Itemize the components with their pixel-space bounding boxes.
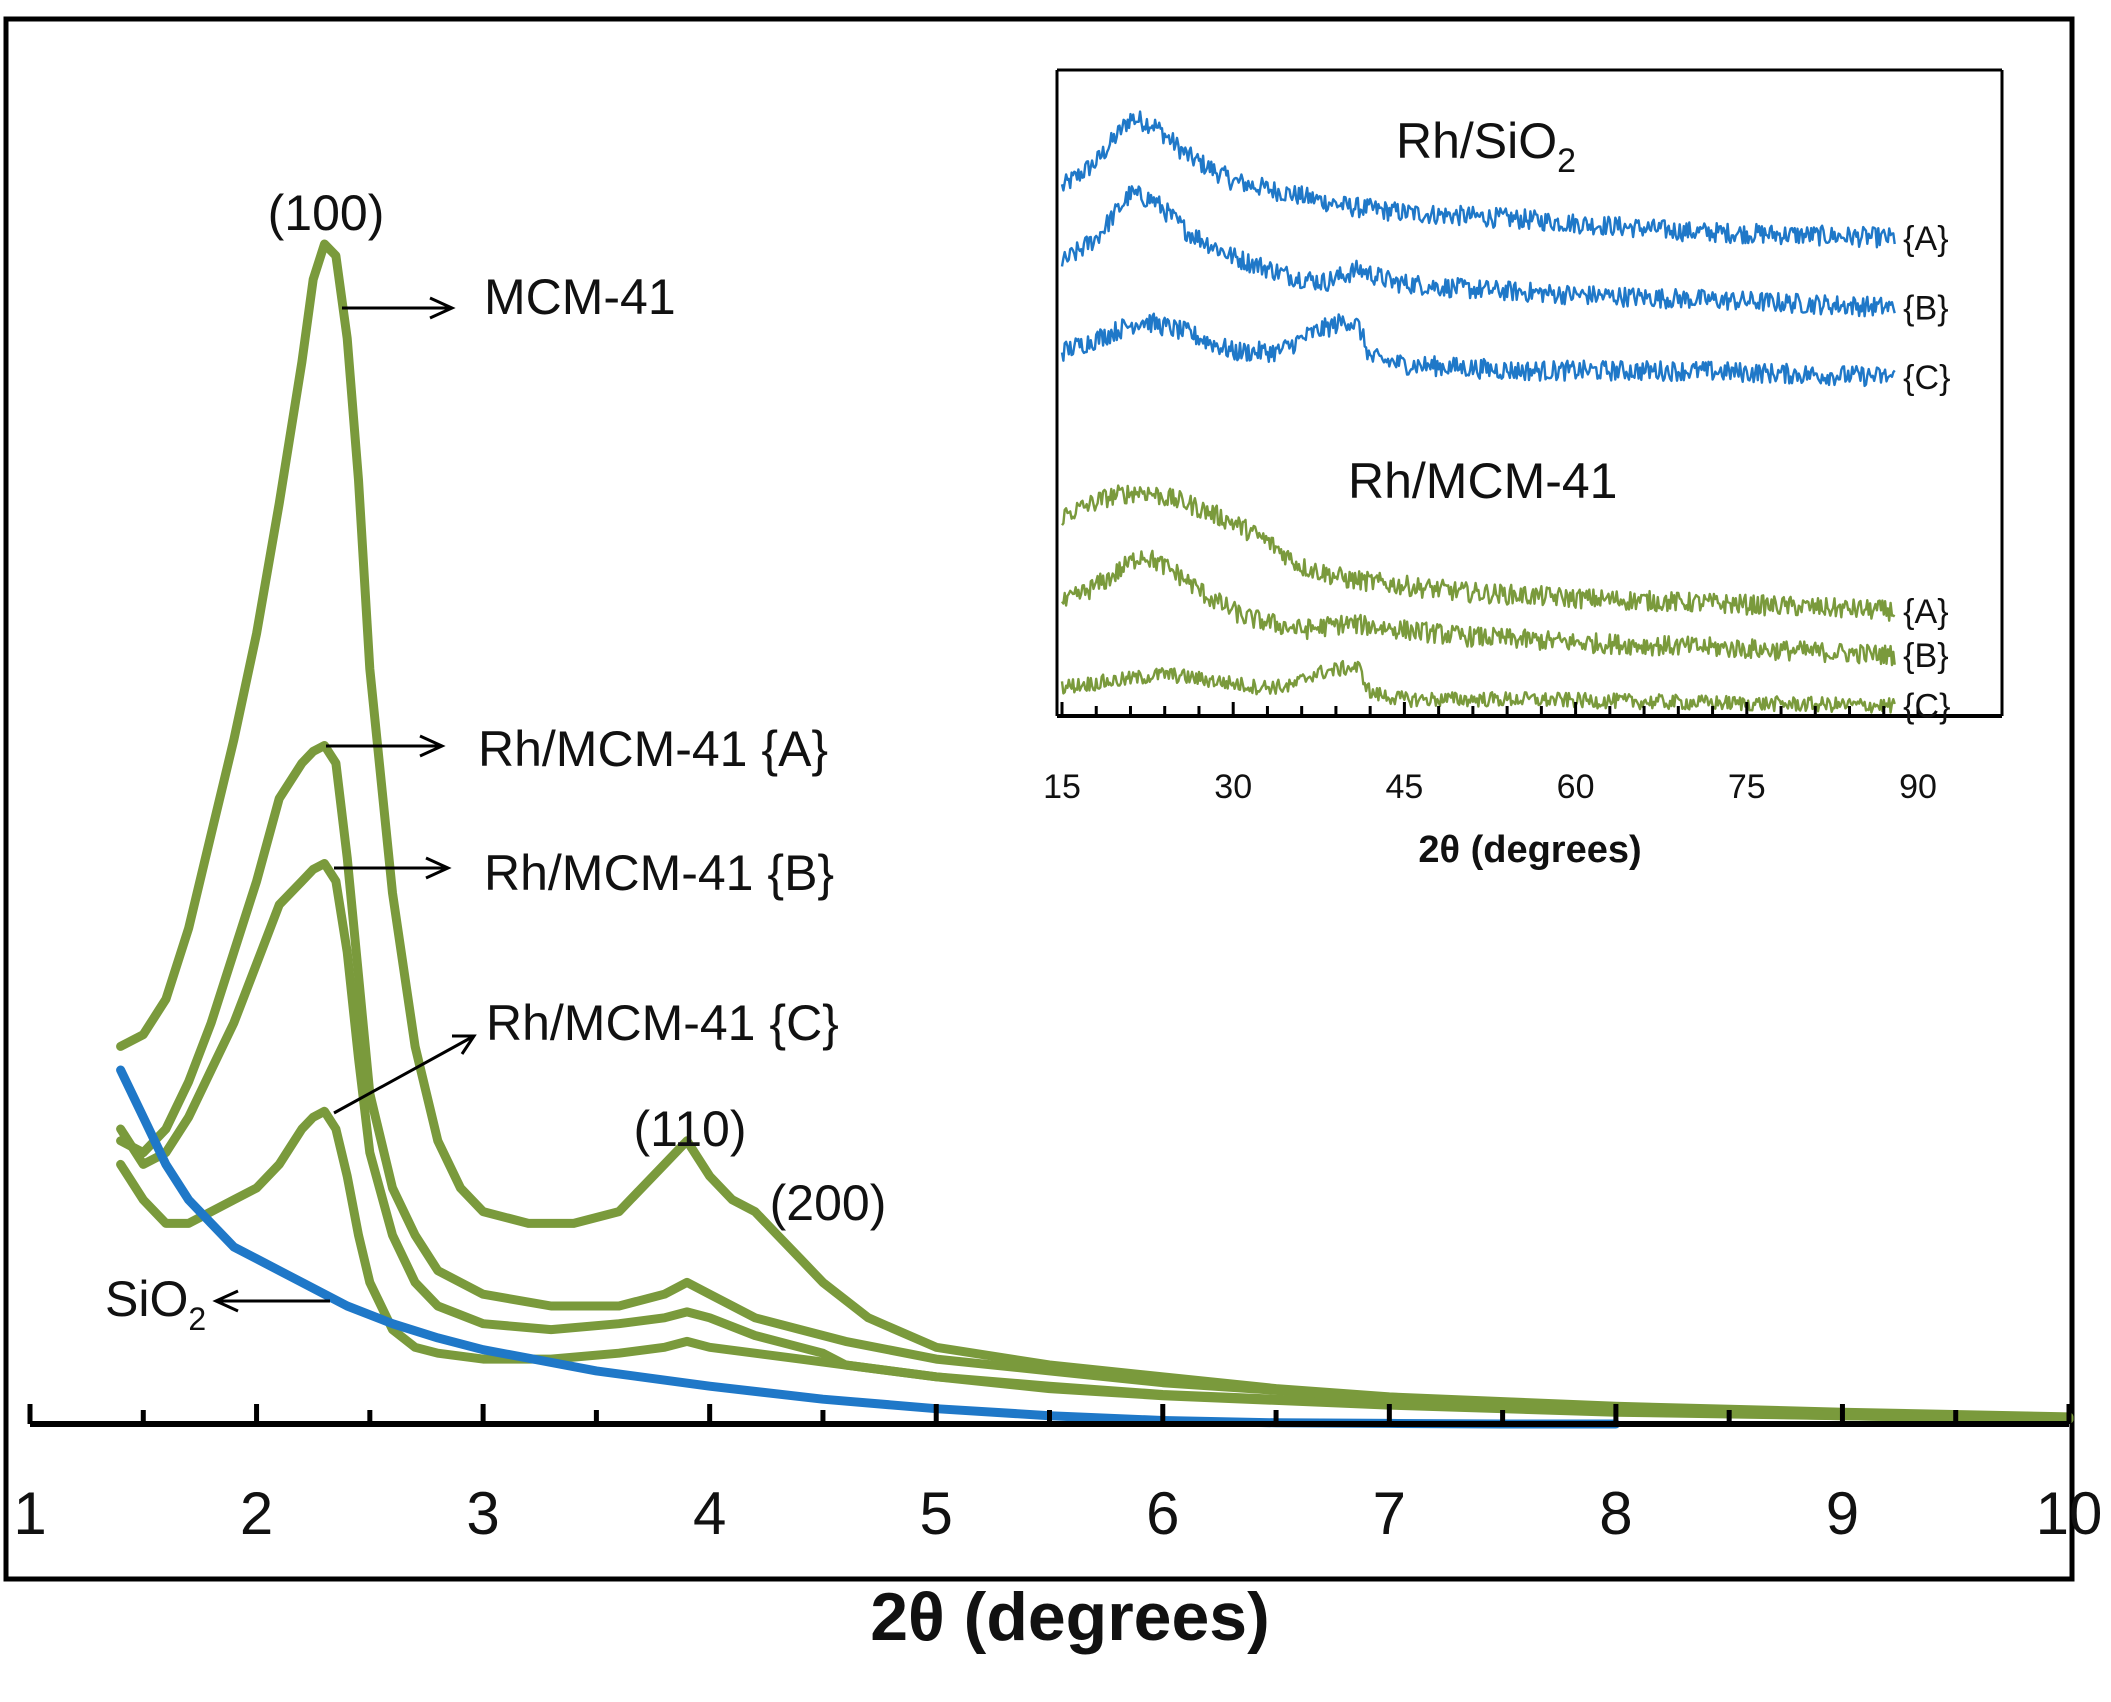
arrow-rh-mcm41-b xyxy=(334,856,452,880)
inset-x-ticks xyxy=(1060,702,1920,716)
x-tick-label-3: 3 xyxy=(466,1480,499,1547)
x-axis-ticks xyxy=(27,1404,2072,1424)
chart-border xyxy=(3,16,2075,1582)
label-rh-mcm41-b: Rh/MCM-41 {B} xyxy=(484,845,834,901)
x-tick-label-9: 9 xyxy=(1826,1480,1859,1547)
inset-series-line-rh-sio2-a xyxy=(1060,110,1896,249)
inset-x-tick-label-45: 45 xyxy=(1385,768,1423,806)
x-tick-label-4: 4 xyxy=(693,1480,726,1547)
inset-series-line-rh-mcm-41-b xyxy=(1061,549,1896,667)
label-rh-mcm41-c: Rh/MCM-41 {C} xyxy=(486,995,839,1051)
series-line-rh-mcm-41-a xyxy=(116,741,2074,1423)
x-tick-label-7: 7 xyxy=(1373,1480,1406,1547)
peak-label-100: (100) xyxy=(268,185,385,241)
x-tick-label-1: 1 xyxy=(13,1480,46,1547)
arrow-sio2 xyxy=(212,1289,330,1313)
inset-series-line-rh-sio2-b xyxy=(1060,185,1896,318)
inset-series-labels: {A} {B} {C} {A} {B} {C} xyxy=(1903,220,1950,726)
inset-series-label-rh-mcm-41-c: {C} xyxy=(1903,688,1950,726)
inset-series-label-rh-sio2-a: {A} xyxy=(1903,220,1948,258)
arrow-rh-mcm41-c xyxy=(333,1034,477,1115)
main-plot: 1 2 3 4 5 6 7 8 9 10 2θ (degrees) (100) (110) (20… xyxy=(13,185,2102,1655)
inset-x-tick-label-90: 90 xyxy=(1899,768,1937,806)
arrow-mcm41 xyxy=(342,296,456,320)
label-rh-mcm41-a: Rh/MCM-41 {A} xyxy=(478,721,828,777)
inset-x-tick-label-30: 30 xyxy=(1214,768,1252,806)
x-tick-label-2: 2 xyxy=(240,1480,273,1547)
inset-series-group xyxy=(1060,110,1896,714)
x-tick-label-6: 6 xyxy=(1146,1480,1179,1547)
main-series-group xyxy=(116,239,2074,1429)
inset-x-axis-title: 2θ (degrees) xyxy=(1418,829,1641,871)
x-axis-tick-labels: 1 2 3 4 5 6 7 8 9 10 xyxy=(13,1480,2102,1547)
inset-series-label-rh-sio2-c: {C} xyxy=(1903,359,1950,397)
x-axis-title: 2θ (degrees) xyxy=(870,1579,1270,1655)
inset-group-label-rh-sio2: Rh/SiO2 xyxy=(1396,113,1576,180)
label-sio2: SiO2 xyxy=(105,1271,206,1337)
inset-x-tick-labels: 15 30 45 60 75 90 xyxy=(1043,768,1937,806)
inset-plot: 15 30 45 60 75 90 {A} {B} {C} {A} {B} {C} 2θ (degr… xyxy=(1043,68,2004,871)
x-tick-label-10: 10 xyxy=(2036,1480,2103,1547)
arrow-rh-mcm41-a xyxy=(326,734,446,758)
inset-series-label-rh-mcm-41-b: {B} xyxy=(1903,637,1948,675)
inset-x-tick-label-75: 75 xyxy=(1728,768,1766,806)
inset-group-label-rh-mcm41: Rh/MCM-41 xyxy=(1348,453,1617,509)
inset-series-label-rh-sio2-b: {B} xyxy=(1903,290,1948,328)
inset-x-tick-label-60: 60 xyxy=(1557,768,1595,806)
inset-series-line-rh-sio2-c xyxy=(1060,312,1896,388)
inset-series-line-rh-mcm-41-c xyxy=(1060,659,1896,714)
x-tick-label-5: 5 xyxy=(920,1480,953,1547)
x-tick-label-8: 8 xyxy=(1599,1480,1632,1547)
series-line-rh-mcm-41-b xyxy=(116,859,2074,1424)
inset-series-label-rh-mcm-41-a: {A} xyxy=(1903,593,1948,631)
inset-series-line-rh-mcm-41-a xyxy=(1061,484,1896,622)
peak-label-110: (110) xyxy=(633,1101,746,1157)
peak-label-200: (200) xyxy=(770,1175,887,1231)
label-mcm41: MCM-41 xyxy=(484,269,676,325)
inset-x-tick-label-15: 15 xyxy=(1043,768,1081,806)
series-line-rh-mcm-41-c xyxy=(116,1106,2074,1424)
series-line-mcm-41 xyxy=(116,239,2074,1422)
